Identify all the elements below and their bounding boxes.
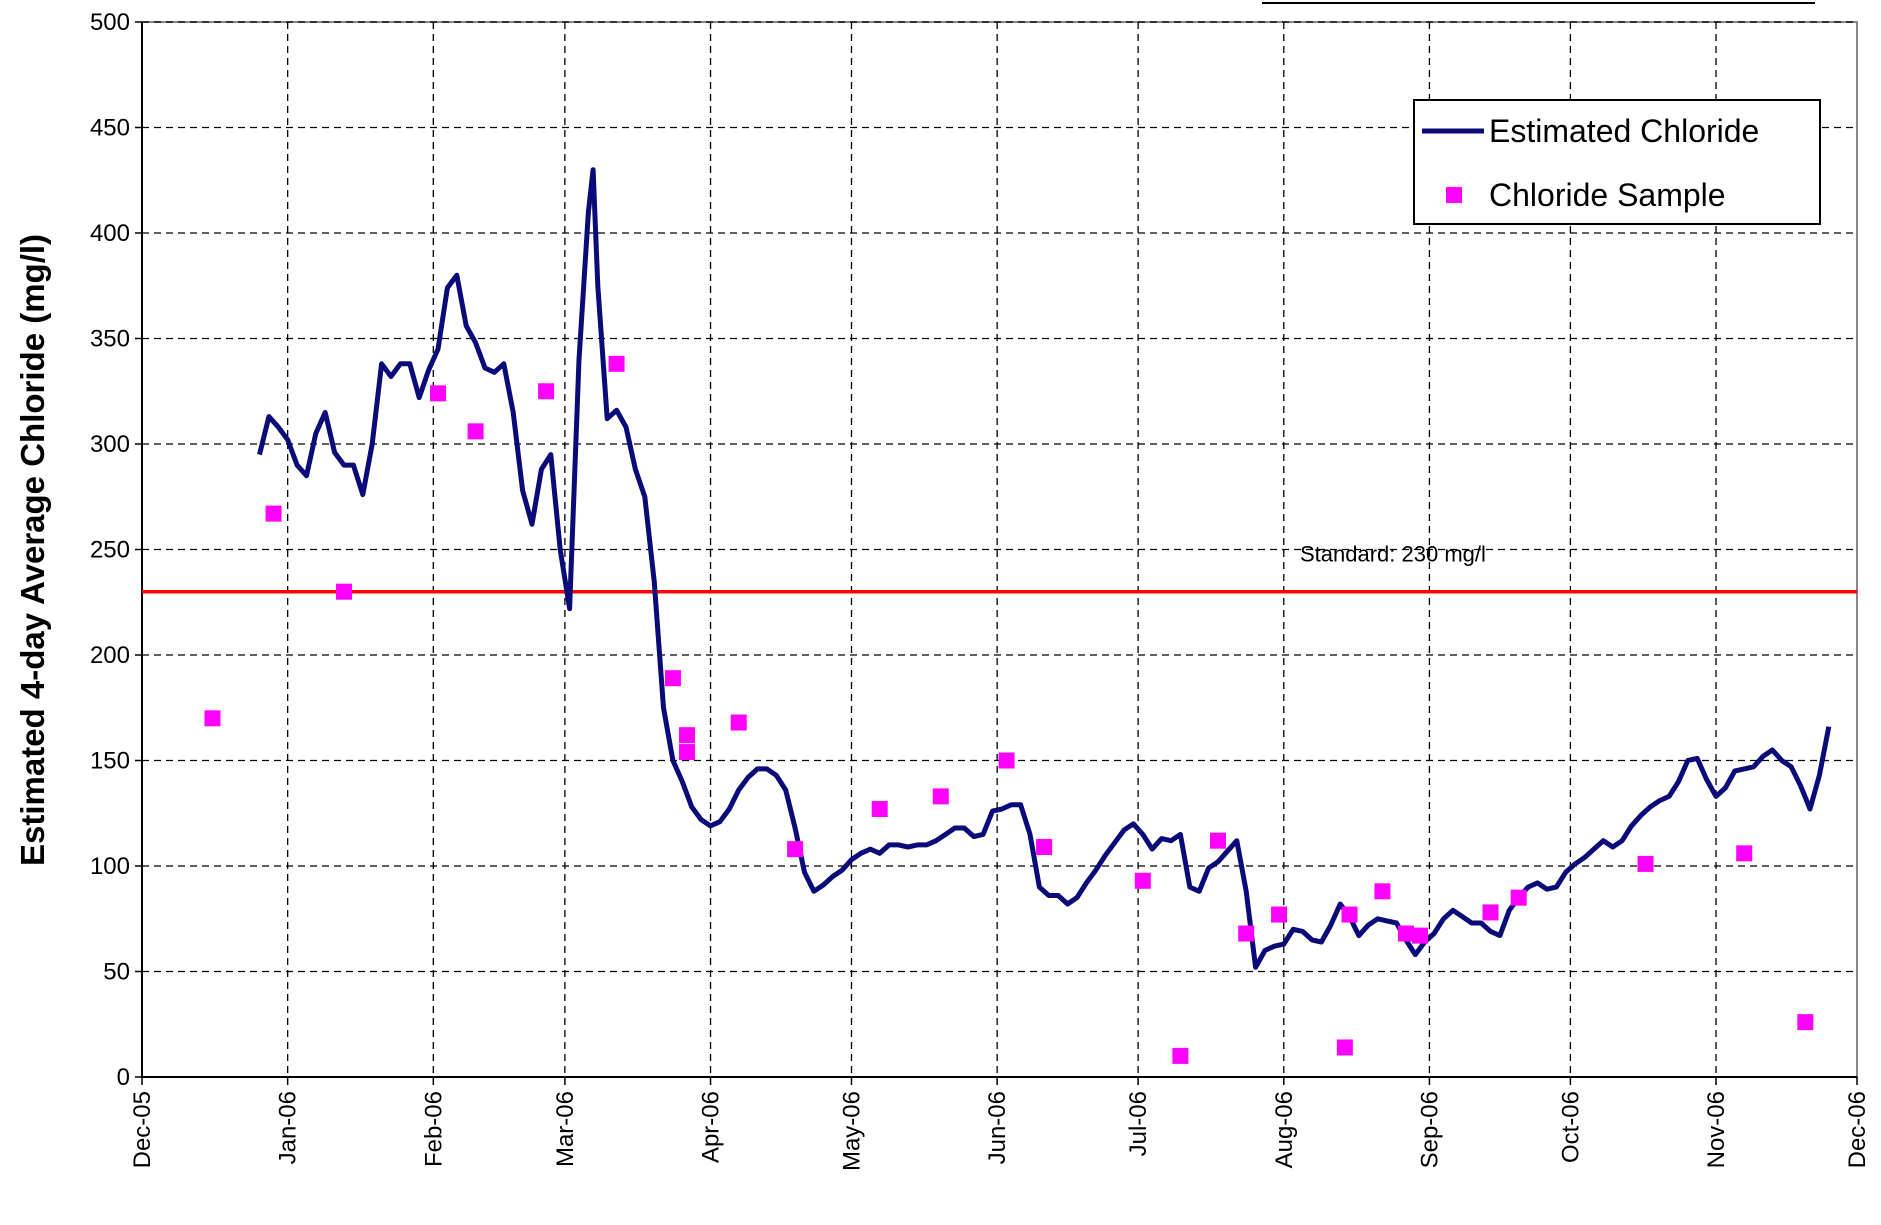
reference-label: Standard: 230 mg/l: [1300, 542, 1486, 567]
x-tick-label: Dec-05: [129, 1091, 156, 1168]
sample-point: [467, 423, 484, 440]
x-tick-label: Dec-06: [1844, 1091, 1871, 1168]
sample-point: [1341, 906, 1358, 923]
sample-point: [1036, 839, 1053, 856]
sample-point: [1172, 1047, 1189, 1064]
y-tick-label: 150: [90, 748, 130, 775]
x-tick-label: Oct-06: [1557, 1091, 1584, 1163]
sample-point: [204, 710, 221, 727]
x-tick-label: Jun-06: [984, 1091, 1011, 1164]
sample-point: [1797, 1014, 1814, 1031]
sample-point: [538, 383, 555, 400]
legend-label: Chloride Sample: [1489, 177, 1726, 213]
x-tick-label: May-06: [838, 1091, 865, 1171]
sample-point: [1209, 832, 1226, 849]
y-tick-label: 100: [90, 853, 130, 880]
x-tick-label: Sep-06: [1416, 1091, 1443, 1168]
sample-point: [679, 727, 696, 744]
sample-point: [1374, 883, 1391, 900]
sample-point: [730, 714, 747, 731]
sample-point: [265, 505, 282, 522]
sample-point: [1336, 1039, 1353, 1056]
sample-point: [430, 385, 447, 402]
sample-point: [1134, 872, 1151, 889]
sample-point: [932, 788, 949, 805]
y-tick-label: 400: [90, 220, 130, 247]
sample-point: [336, 583, 353, 600]
y-tick-label: 300: [90, 431, 130, 458]
legend-label: Estimated Chloride: [1489, 113, 1759, 149]
sample-point: [871, 801, 888, 818]
legend-box: [1413, 99, 1821, 225]
sample-point: [1637, 855, 1654, 872]
x-tick-label: Apr-06: [698, 1091, 725, 1163]
x-tick-label: Feb-06: [420, 1091, 447, 1167]
sample-point: [664, 670, 681, 687]
data-line: [257, 167, 1832, 970]
x-tick-label: Mar-06: [552, 1091, 579, 1167]
sample-point: [1271, 906, 1288, 923]
sample-point: [1238, 925, 1255, 942]
y-tick-label: 50: [103, 959, 130, 986]
x-tick-label: Jan-06: [275, 1091, 302, 1164]
sample-point: [1397, 925, 1414, 942]
sample-point: [679, 744, 696, 761]
y-axis-title: Estimated 4-day Average Chloride (mg/l): [14, 234, 51, 866]
y-tick-label: 0: [117, 1064, 130, 1091]
y-tick-label: 450: [90, 115, 130, 142]
sample-point: [1736, 845, 1753, 862]
y-tick-label: 350: [90, 326, 130, 353]
x-tick-label: Jul-06: [1125, 1091, 1152, 1156]
sample-point: [1412, 927, 1429, 944]
sample-point: [1510, 889, 1527, 906]
legend-swatch: [1446, 187, 1462, 203]
y-tick-label: 500: [90, 9, 130, 36]
sample-point: [998, 752, 1015, 769]
y-tick-label: 200: [90, 642, 130, 669]
sample-point: [1482, 904, 1499, 921]
x-tick-label: Nov-06: [1703, 1091, 1730, 1168]
sample-point: [608, 355, 625, 372]
y-tick-label: 250: [90, 537, 130, 564]
sample-point: [787, 841, 804, 858]
x-tick-label: Aug-06: [1271, 1091, 1298, 1168]
